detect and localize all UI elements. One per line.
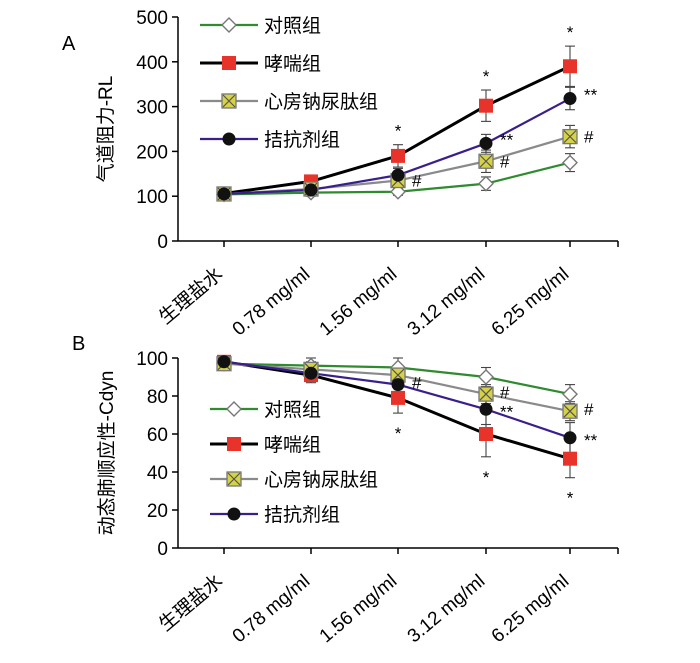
panel-a-x-tick-label: 6.25 mg/ml: [488, 264, 573, 340]
panel-a-point-s3-5: [562, 128, 578, 145]
panel-a-y-tick-label: 200: [136, 142, 168, 163]
panel-b-point-s3-5: [562, 403, 578, 419]
panel-b-y-tick-label: 0: [157, 539, 168, 560]
panel-a-y-tick-label: 500: [136, 8, 168, 29]
panel-b-legend-marker-2: [227, 437, 241, 451]
panel-b-y-tick-label: 40: [147, 463, 168, 484]
panel-a-point-s4-5: [563, 92, 577, 106]
panel-b-chart: 0 20 40 60 80 100 生理盐水 0.78 mg/ml 1.56 mg/ml 3.12…: [96, 349, 619, 647]
panel-b-significance-label: #: [500, 383, 510, 402]
panel-b-significance-label: *: [395, 424, 402, 443]
panel-a-legend-marker-2: [222, 56, 236, 70]
panel-b-legend-marker-1: [226, 401, 242, 417]
panel-b-legend-marker-3-cross: [227, 472, 241, 486]
panel-a-letter: A: [62, 33, 76, 55]
panel-a-y-axis-label: 气道阻力-RL: [95, 76, 117, 183]
panel-a-significance-label: #: [500, 152, 510, 171]
panel-a-significance-label: *: [567, 23, 574, 42]
panel-b-significance-label: *: [483, 468, 490, 487]
panel-b-point-s4-4: [479, 402, 493, 416]
panel-b-significance-label: *: [567, 489, 574, 508]
panel-b-point-s4-2: [304, 366, 318, 380]
panel-b-x-tick-label: 3.12 mg/ml: [404, 571, 489, 647]
panel-a-point-s4-2: [304, 183, 318, 197]
panel-a-point-s4-1: [217, 187, 231, 201]
panel-b-point-s4-3: [391, 378, 405, 392]
panel-a-chart: 0 100 200 300 400 500 生理盐水 0.78 mg/ml 1.56 mg/ml…: [95, 8, 619, 340]
panel-a-point-s3-4-cross: [479, 154, 493, 168]
panel-b-significance-label: #: [412, 374, 422, 393]
panel-a-point-s1-5: [562, 154, 578, 171]
panel-b-y-tick-label: 80: [147, 387, 168, 408]
panel-a-significance-label: *: [483, 67, 490, 86]
panel-a-y-tick-label: 400: [136, 53, 168, 74]
panel-b-point-s2-4: [479, 427, 493, 441]
panel-a-point-s1-4: [478, 175, 494, 192]
panel-b-legend-marker-4: [227, 507, 241, 521]
panel-b-x-tick-label: 6.25 mg/ml: [488, 571, 573, 647]
panel-b-y-axis-label: 动态肺顺应性-Cdyn: [96, 371, 118, 536]
panel-a-significance-label: **: [500, 130, 514, 149]
panel-b-y-tick-label: 20: [147, 501, 168, 522]
panel-a-x-tick-label: 1.56 mg/ml: [316, 264, 401, 340]
panel-b-point-s4-5: [563, 431, 577, 445]
panel-a-legend-label-3: 心房钠尿肽组: [264, 91, 378, 113]
panel-b-legend-label-3: 心房钠尿肽组: [264, 469, 378, 491]
panel-b-x-tick-label: 1.56 mg/ml: [316, 571, 401, 647]
panel-a-y-tick-label: 100: [136, 187, 168, 208]
panel-b-point-s2-5: [563, 451, 577, 466]
panel-b-point-s2-3: [391, 390, 405, 405]
panel-a-legend-label-4: 拮抗剂组: [264, 129, 340, 151]
panel-b-significance-label: **: [584, 431, 598, 450]
panel-b-y-tick-label: 100: [136, 349, 168, 370]
panel-a-legend-label-1: 对照组: [264, 15, 321, 37]
panel-a-significance-label: #: [584, 128, 594, 147]
panel-b-significance-label: **: [500, 402, 514, 421]
panel-a-significance-label: **: [584, 86, 598, 105]
panel-b-legend-label-4: 拮抗剂组: [264, 504, 340, 526]
panel-a-legend-marker-4: [222, 132, 236, 146]
panel-a-legend-marker-3: [221, 93, 237, 109]
panel-a-point-s3-4: [478, 153, 494, 169]
panel-b-point-s3-4-cross: [479, 387, 493, 401]
panel-a-x-tick-label: 0.78 mg/ml: [229, 264, 314, 340]
panel-a-significance-label: *: [395, 122, 402, 141]
panel-a-point-s4-3: [391, 168, 405, 182]
panel-b-x-tick-label: 生理盐水: [155, 570, 227, 636]
panel-a-y-tick-label: 300: [136, 98, 168, 119]
panel-a-legend-marker-1: [221, 17, 237, 33]
panel-a-legend-label-2: 哮喘组: [264, 53, 321, 75]
panel-b-significance-label: #: [584, 400, 594, 419]
panel-b-point-s3-4: [478, 386, 494, 402]
panel-a-point-s2-4: [479, 98, 493, 113]
panel-b-legend-marker-3: [226, 471, 242, 487]
panel-b-legend-label-1: 对照组: [264, 399, 321, 421]
panel-b-point-s3-3: [390, 367, 406, 383]
panel-a-significance-label: #: [412, 172, 422, 191]
panel-a-point-s4-4: [479, 136, 493, 150]
panel-b-point-s3-3-cross: [391, 368, 405, 382]
panel-b-point-s4-1: [217, 355, 231, 369]
panel-b-letter: B: [72, 333, 85, 355]
panel-b-point-s3-5-cross: [563, 404, 577, 418]
panel-b-x-tick-label: 0.78 mg/ml: [229, 571, 314, 647]
panel-a-x-tick-label: 生理盐水: [155, 263, 227, 329]
panel-b-point-s1-4: [478, 369, 494, 385]
panel-a-point-s2-5: [563, 59, 577, 74]
panel-b-point-s1-5: [562, 386, 578, 403]
panel-a-x-tick-label: 3.12 mg/ml: [404, 264, 489, 340]
panel-b-y-tick-label: 60: [147, 425, 168, 446]
panel-a-point-s3-5-cross: [563, 130, 577, 144]
panel-a-point-s1-3: [390, 183, 406, 200]
panel-b-legend-label-2: 哮喘组: [264, 434, 321, 456]
panel-a-legend-marker-3-cross: [222, 94, 236, 108]
panel-a-y-tick-label: 0: [157, 232, 168, 253]
panel-a-point-s2-3: [391, 148, 405, 163]
